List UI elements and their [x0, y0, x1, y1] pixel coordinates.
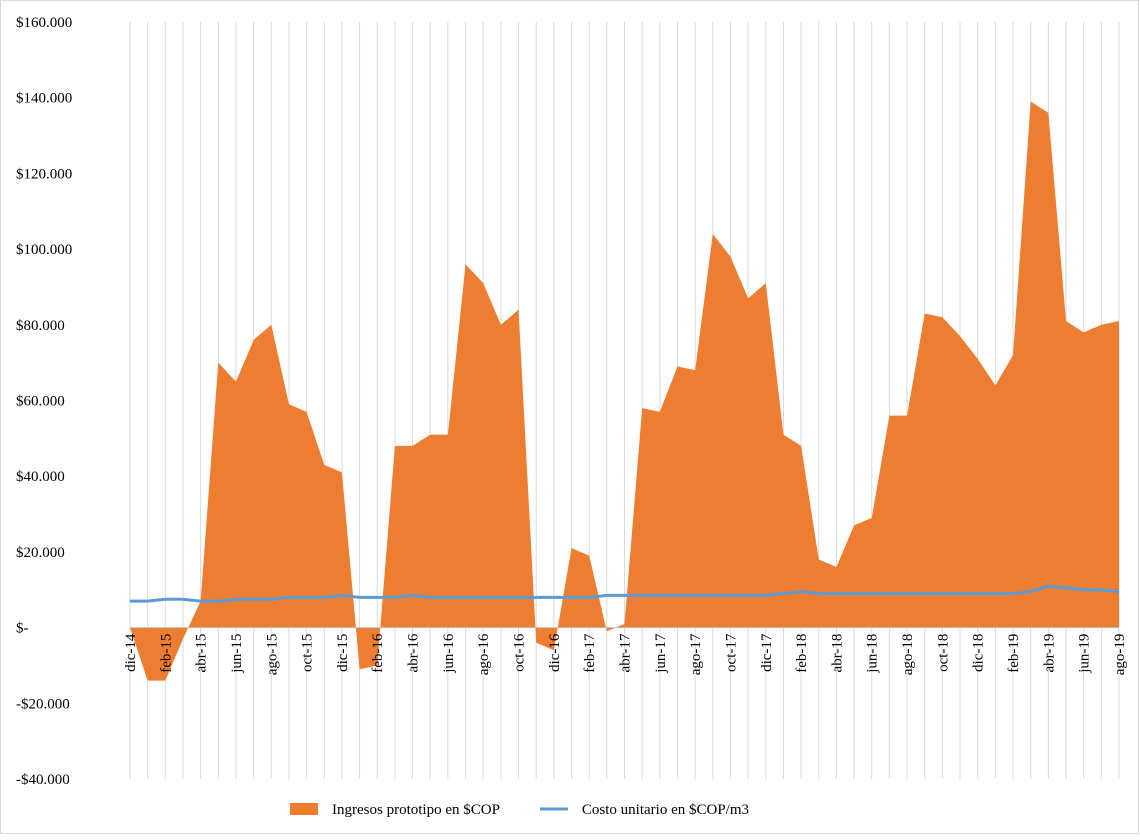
- x-tick-label: feb-18: [794, 634, 810, 673]
- y-tick-label: $100.000: [16, 242, 72, 258]
- x-tick-label: oct-18: [935, 634, 951, 672]
- y-tick-label: $140.000: [16, 91, 72, 107]
- x-tick-label: dic-16: [547, 633, 563, 672]
- x-tick-label: dic-15: [335, 634, 351, 672]
- x-tick-label: ago-17: [688, 633, 704, 675]
- x-tick-label: ago-15: [264, 634, 280, 676]
- y-tick-label: $120.000: [16, 166, 72, 182]
- legend-swatch: [290, 803, 318, 815]
- legend-label: Ingresos prototipo en $COP: [332, 802, 500, 818]
- y-tick-label: $60.000: [16, 394, 65, 410]
- x-tick-label: feb-15: [158, 634, 174, 673]
- x-tick-label: jun-17: [653, 633, 669, 674]
- x-tick-label: abr-16: [406, 633, 422, 672]
- x-tick-label: oct-15: [300, 634, 316, 672]
- y-tick-label: $40.000: [16, 469, 65, 485]
- x-tick-label: oct-17: [723, 633, 739, 672]
- x-tick-label: ago-16: [476, 633, 492, 675]
- x-tick-label: oct-16: [512, 633, 528, 672]
- x-tick-label: feb-16: [370, 633, 386, 673]
- x-tick-label: jun-16: [441, 633, 457, 674]
- x-tick-label: abr-18: [829, 634, 845, 673]
- x-tick-label: jun-15: [229, 634, 245, 674]
- x-tick-label: jun-19: [1077, 634, 1093, 674]
- x-tick-label: jun-18: [865, 634, 881, 674]
- x-tick-label: dic-14: [123, 633, 139, 672]
- y-tick-label: -$20.000: [16, 696, 70, 712]
- x-tick-label: abr-15: [194, 634, 210, 673]
- y-tick-label: -$40.000: [16, 772, 70, 788]
- x-tick-label: abr-19: [1041, 634, 1057, 673]
- x-tick-label: ago-18: [900, 634, 916, 676]
- area: [130, 101, 1119, 681]
- x-tick-label: dic-17: [759, 633, 775, 672]
- y-tick-label: $160.000: [16, 15, 72, 31]
- line: [130, 584, 1120, 603]
- x-tick-label: feb-17: [582, 633, 598, 673]
- x-tick-label: ago-19: [1112, 634, 1128, 676]
- y-tick-label: $20.000: [16, 545, 65, 561]
- legend-label: Costo unitario en $COP/m3: [582, 802, 749, 818]
- x-tick-label: dic-18: [971, 634, 987, 672]
- x-tick-label: abr-17: [618, 633, 634, 672]
- y-tick-label: $-: [16, 621, 29, 637]
- y-tick-label: $80.000: [16, 318, 65, 334]
- x-tick-label: feb-19: [1006, 634, 1022, 673]
